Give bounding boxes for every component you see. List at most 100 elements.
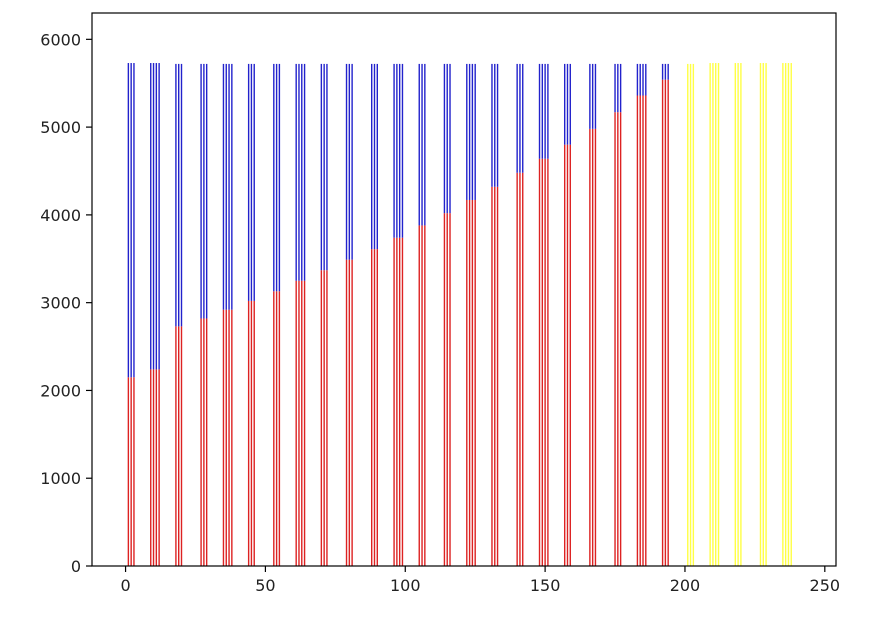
bar-lower-11-2 — [398, 237, 401, 566]
bar-lower-17-2 — [544, 158, 546, 566]
bar-upper-22-2 — [667, 63, 669, 80]
bar-upper-17-1 — [541, 63, 544, 159]
bar-upper-3-2 — [205, 63, 208, 319]
bar-lower-0-1 — [130, 377, 132, 566]
bar-lower-0-0 — [127, 377, 130, 566]
bar-upper-2-1 — [178, 63, 180, 327]
bar-extra-0-1 — [689, 63, 692, 567]
bar-lower-9-2 — [351, 259, 353, 566]
bar-lower-19-1 — [591, 128, 594, 566]
bar-extra-1-2 — [715, 63, 717, 567]
bar-lower-11-0 — [393, 237, 395, 566]
bar-extra-1-3 — [717, 63, 720, 567]
bar-upper-21-1 — [639, 63, 641, 96]
bar-upper-19-2 — [594, 63, 597, 129]
bar-extra-4-1 — [784, 63, 787, 567]
bar-lower-21-2 — [642, 95, 644, 566]
bar-lower-21-0 — [636, 95, 639, 566]
bar-upper-18-0 — [563, 63, 566, 145]
bar-upper-0-0 — [127, 63, 130, 378]
bar-lower-15-1 — [494, 186, 496, 567]
bar-upper-11-0 — [393, 63, 395, 238]
bar-upper-13-2 — [449, 63, 451, 214]
bar-upper-13-0 — [443, 63, 446, 214]
bar-extra-4-3 — [790, 63, 792, 567]
bar-upper-1-1 — [152, 63, 155, 370]
bar-lower-4-3 — [231, 309, 233, 566]
bar-lower-20-1 — [617, 112, 619, 566]
bar-lower-12-2 — [424, 225, 426, 566]
bar-upper-7-3 — [303, 63, 306, 281]
bar-extra-2-2 — [740, 63, 742, 567]
x-tick-label-0: 0 — [120, 576, 130, 595]
bar-upper-11-2 — [398, 63, 401, 238]
y-tick-label-0: 0 — [71, 557, 81, 576]
bar-extra-0-0 — [687, 63, 689, 567]
bar-upper-22-0 — [661, 63, 664, 80]
bar-upper-21-2 — [642, 63, 644, 96]
bar-upper-18-1 — [566, 63, 569, 145]
bar-upper-1-0 — [150, 63, 152, 370]
bar-lower-21-1 — [639, 95, 641, 566]
bar-extra-2-1 — [737, 63, 739, 567]
bar-lower-8-0 — [320, 270, 323, 566]
bar-lower-1-3 — [158, 369, 160, 566]
bar-lower-1-1 — [152, 369, 155, 566]
y-tick-label-4: 4000 — [40, 206, 81, 225]
bar-upper-9-0 — [345, 63, 348, 260]
bar-lower-6-2 — [278, 291, 281, 566]
bar-upper-4-3 — [231, 63, 233, 310]
bar-upper-0-2 — [133, 63, 135, 378]
bar-upper-7-1 — [298, 63, 300, 281]
bar-lower-6-1 — [275, 291, 278, 566]
bar-upper-0-1 — [130, 63, 132, 378]
bar-upper-15-1 — [494, 63, 496, 187]
bar-lower-15-0 — [491, 186, 493, 567]
bar-lower-7-3 — [303, 280, 306, 566]
bar-lower-20-0 — [614, 112, 616, 566]
bar-upper-17-0 — [538, 63, 541, 159]
bar-lower-9-1 — [348, 259, 351, 566]
bar-lower-12-0 — [418, 225, 420, 566]
bar-upper-20-0 — [614, 63, 616, 113]
y-tick-label-5: 5000 — [40, 118, 81, 137]
bar-lower-7-0 — [295, 280, 297, 566]
bar-upper-2-2 — [180, 63, 183, 327]
bar-upper-3-0 — [200, 63, 202, 319]
bar-lower-14-3 — [474, 199, 476, 566]
bar-upper-9-2 — [351, 63, 353, 260]
y-tick-label-1: 1000 — [40, 469, 81, 488]
bar-lower-17-3 — [547, 158, 549, 566]
bar-lower-19-0 — [589, 128, 591, 566]
bar-lower-19-2 — [594, 128, 597, 566]
bar-lower-2-2 — [180, 326, 183, 566]
bars-group — [127, 63, 792, 567]
bar-extra-3-0 — [759, 63, 762, 567]
bar-lower-2-1 — [178, 326, 180, 566]
bar-upper-21-3 — [645, 63, 647, 96]
bar-upper-4-2 — [228, 63, 230, 310]
bar-lower-11-1 — [396, 237, 398, 566]
bar-upper-19-1 — [591, 63, 594, 129]
bar-lower-0-2 — [133, 377, 135, 566]
bar-upper-16-2 — [522, 63, 524, 173]
bar-lower-6-0 — [273, 291, 275, 566]
bar-lower-20-2 — [619, 112, 622, 566]
bar-upper-15-2 — [496, 63, 499, 187]
bar-upper-12-2 — [424, 63, 426, 226]
bar-extra-3-1 — [762, 63, 764, 567]
bar-lower-17-0 — [538, 158, 541, 566]
y-tick-label-6: 6000 — [40, 30, 81, 49]
x-tick-label-2: 100 — [390, 576, 421, 595]
bar-upper-5-1 — [250, 63, 253, 301]
bar-extra-1-1 — [712, 63, 714, 567]
bar-lower-5-2 — [253, 300, 255, 566]
bar-extra-4-2 — [787, 63, 790, 567]
bar-lower-13-2 — [449, 213, 451, 566]
bar-lower-10-0 — [370, 249, 373, 566]
bar-upper-14-0 — [466, 63, 468, 200]
bar-upper-1-2 — [155, 63, 158, 370]
bar-upper-2-0 — [175, 63, 177, 327]
bar-upper-10-0 — [370, 63, 373, 250]
